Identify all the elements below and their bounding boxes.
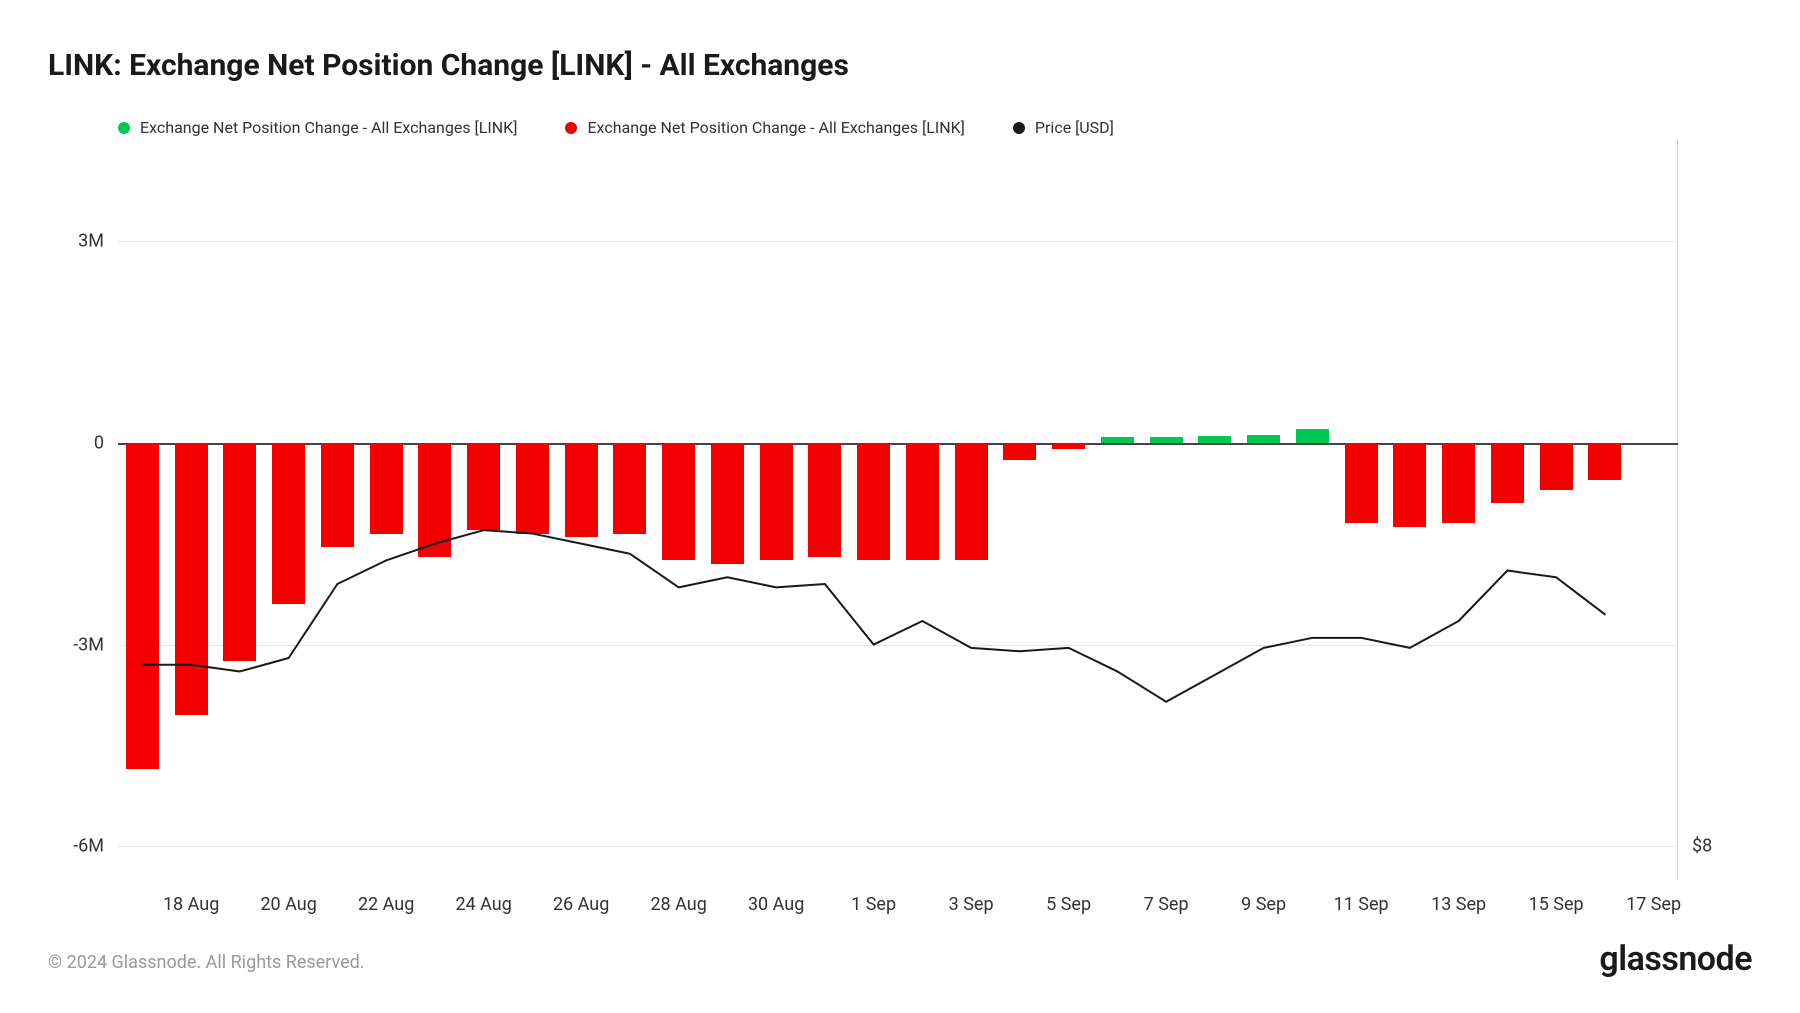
bar: [1442, 443, 1475, 524]
x-axis-tick-label: 9 Sep: [1241, 894, 1286, 915]
bar: [662, 443, 695, 561]
axis-border-right: [1677, 140, 1678, 880]
bar: [1150, 437, 1183, 442]
bar: [175, 443, 208, 715]
y-axis-tick-label: 0: [94, 432, 104, 453]
bar: [1296, 429, 1329, 442]
x-axis-tick-label: 17 Sep: [1626, 894, 1681, 915]
legend-dot-icon: [565, 122, 577, 134]
bar: [955, 443, 988, 561]
x-axis-tick-label: 5 Sep: [1046, 894, 1091, 915]
bar: [1052, 443, 1085, 450]
bar: [1345, 443, 1378, 524]
bar: [223, 443, 256, 662]
brand-logo: glassnode: [1599, 939, 1752, 979]
bar: [1540, 443, 1573, 490]
bar: [1003, 443, 1036, 460]
x-axis-tick-label: 11 Sep: [1334, 894, 1389, 915]
gridline: [118, 241, 1678, 242]
x-axis-tick-label: 3 Sep: [949, 894, 994, 915]
x-axis-tick-label: 7 Sep: [1144, 894, 1189, 915]
y-axis-right-tick-label: $8: [1692, 836, 1712, 857]
legend-item: Price [USD]: [1013, 118, 1114, 137]
bar: [418, 443, 451, 557]
bar: [760, 443, 793, 561]
x-axis-tick-label: 26 Aug: [553, 894, 609, 915]
bar: [906, 443, 939, 561]
bar: [1393, 443, 1426, 527]
legend: Exchange Net Position Change - All Excha…: [118, 118, 1114, 137]
bar: [321, 443, 354, 547]
bar: [467, 443, 500, 530]
y-axis-tick-label: 3M: [78, 230, 104, 251]
bar: [1198, 436, 1231, 443]
bar: [711, 443, 744, 564]
bar: [272, 443, 305, 604]
bar: [808, 443, 841, 557]
x-axis-tick-label: 13 Sep: [1431, 894, 1486, 915]
bar: [565, 443, 598, 537]
x-axis-tick-label: 30 Aug: [748, 894, 804, 915]
legend-label: Exchange Net Position Change - All Excha…: [140, 118, 517, 137]
chart-title: LINK: Exchange Net Position Change [LINK…: [48, 48, 849, 83]
bar: [1491, 443, 1524, 504]
x-axis-tick-label: 24 Aug: [455, 894, 511, 915]
gridline: [118, 846, 1678, 847]
bar: [1588, 443, 1621, 480]
x-axis-tick-label: 18 Aug: [163, 894, 219, 915]
y-axis-tick-label: -6M: [73, 836, 104, 857]
x-axis-tick-label: 20 Aug: [260, 894, 316, 915]
legend-item: Exchange Net Position Change - All Excha…: [118, 118, 517, 137]
legend-label: Exchange Net Position Change - All Excha…: [587, 118, 964, 137]
bar: [613, 443, 646, 534]
bar: [1247, 435, 1280, 443]
x-axis-tick-label: 28 Aug: [650, 894, 706, 915]
chart-area: 3M0-3M-6M$818 Aug20 Aug22 Aug24 Aug26 Au…: [118, 140, 1678, 880]
bar: [1101, 437, 1134, 442]
legend-item: Exchange Net Position Change - All Excha…: [565, 118, 964, 137]
x-axis-tick-label: 15 Sep: [1529, 894, 1584, 915]
bar: [126, 443, 159, 769]
x-axis-tick-label: 1 Sep: [851, 894, 896, 915]
bar: [516, 443, 549, 534]
bar: [857, 443, 890, 561]
legend-dot-icon: [118, 122, 130, 134]
y-axis-tick-label: -3M: [73, 634, 104, 655]
gridline: [118, 645, 1678, 646]
legend-dot-icon: [1013, 122, 1025, 134]
copyright-text: © 2024 Glassnode. All Rights Reserved.: [48, 952, 365, 973]
legend-label: Price [USD]: [1035, 118, 1114, 137]
x-axis-tick-label: 22 Aug: [358, 894, 414, 915]
bar: [370, 443, 403, 534]
